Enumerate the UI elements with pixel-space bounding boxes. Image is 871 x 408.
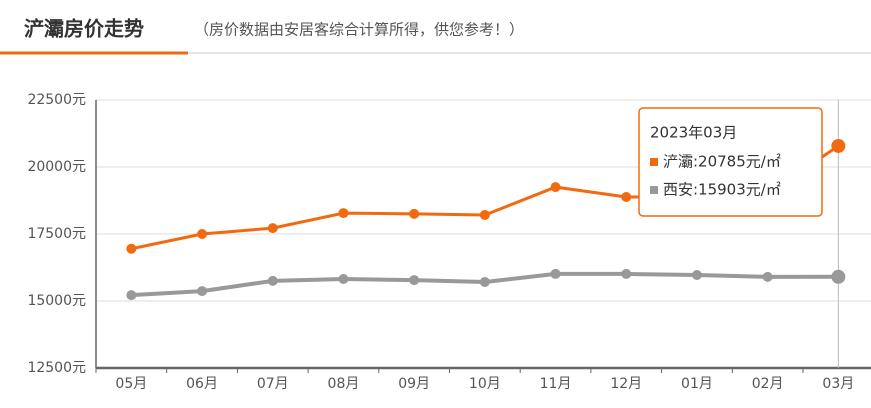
data-point [126, 243, 137, 254]
data-point [409, 208, 420, 219]
data-point [621, 268, 632, 279]
y-tick-label: 20000元 [27, 159, 86, 175]
chart-subtitle: （房价数据由安居客综合计算所得，供您参考！） [194, 21, 524, 39]
y-tick-label: 15000元 [27, 293, 86, 309]
y-tick-label: 17500元 [27, 226, 86, 242]
data-point [479, 209, 490, 220]
x-tick-label: 11月 [540, 376, 572, 392]
y-tick-label: 22500元 [27, 92, 86, 108]
x-tick-label: 03月 [822, 376, 854, 392]
x-tick-label: 05月 [115, 376, 147, 392]
tooltip-title: 2023年03月 [650, 124, 737, 142]
data-point [550, 182, 561, 193]
data-point [126, 290, 137, 301]
data-point [831, 269, 846, 284]
chart-title: 浐灞房价走势 [24, 17, 144, 41]
x-tick-label: 07月 [257, 376, 289, 392]
x-tick-label: 08月 [328, 376, 360, 392]
data-point [267, 275, 278, 286]
data-point [550, 268, 561, 279]
data-point [762, 271, 773, 282]
x-tick-label: 01月 [681, 376, 713, 392]
data-point [197, 286, 208, 297]
tooltip-item: 浐灞:20785元/㎡ [663, 153, 781, 171]
data-point [197, 229, 208, 239]
data-point [691, 270, 702, 281]
tooltip-marker [650, 186, 658, 194]
x-tick-label: 06月 [186, 376, 218, 392]
data-point [338, 208, 349, 219]
x-tick-label: 09月 [398, 376, 430, 392]
data-point [267, 223, 278, 234]
data-point [831, 138, 846, 153]
x-tick-label: 10月 [469, 376, 501, 392]
x-tick-label: 02月 [752, 376, 784, 392]
data-point [479, 276, 490, 287]
x-tick-label: 12月 [610, 376, 642, 392]
data-point [621, 192, 632, 203]
tooltip-item: 西安:15903元/㎡ [663, 181, 781, 199]
tooltip-box [638, 107, 823, 217]
data-point [409, 275, 420, 286]
tooltip-marker [650, 158, 658, 166]
y-tick-label: 12500元 [27, 360, 86, 376]
data-point [338, 274, 349, 285]
